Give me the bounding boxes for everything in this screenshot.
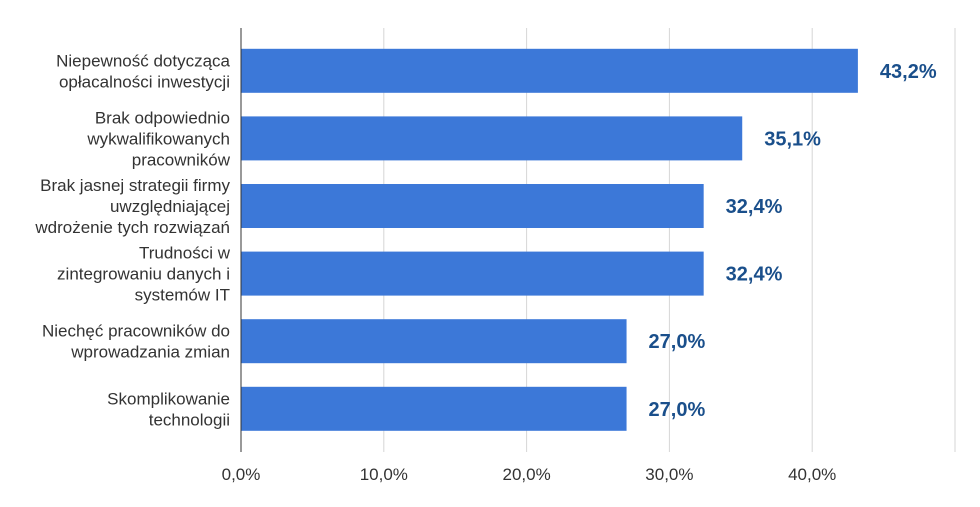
grid-lines — [383, 28, 956, 452]
category-label-line: zintegrowaniu danych i — [57, 265, 230, 284]
data-label: 32,4% — [726, 264, 783, 286]
bar — [241, 184, 704, 228]
category-label-line: technologii — [149, 410, 230, 429]
category-label-line: pracowników — [132, 150, 231, 169]
category-label-line: Trudności w — [139, 244, 231, 263]
bar — [241, 386, 627, 431]
data-label: 27,0% — [649, 331, 706, 353]
data-label: 43,2% — [880, 61, 937, 83]
category-label: Trudności w zintegrowaniu danych i systemó… — [57, 244, 231, 305]
category-label-line: systemów IT — [135, 286, 230, 305]
category-label-line: wprowadzania zmian — [70, 343, 230, 362]
category-label: Niechęć pracowników do wprowadzania zmian — [42, 322, 230, 362]
x-tick-label: 10,0% — [360, 465, 408, 484]
data-label: 35,1% — [764, 128, 821, 150]
category-label-line: wdrożenie tych rozwiązań — [34, 218, 230, 237]
bar — [241, 319, 627, 364]
x-tick-label: 0,0% — [222, 465, 261, 484]
labels: 0,0% 10,0% 20,0% 30,0% 40,0% Niepewność dotyc… — [34, 51, 936, 484]
category-label: Brak jasnej strategii firmy uwzględniając… — [34, 176, 230, 237]
data-label: 32,4% — [726, 196, 783, 218]
data-label: 27,0% — [649, 399, 706, 421]
category-label: Skomplikowanie technologii — [107, 389, 230, 429]
category-label-line: Niechęć pracowników do — [42, 322, 230, 341]
bar — [241, 116, 743, 161]
category-label-line: Brak jasnej strategii firmy — [40, 176, 230, 195]
category-label-line: opłacalności inwestycji — [59, 72, 230, 91]
x-tick-label: 20,0% — [502, 465, 550, 484]
bar — [241, 251, 704, 296]
category-label: Brak odpowiednio wykwalifikowanych pracown… — [86, 108, 230, 169]
category-label-line: wykwalifikowanych — [86, 129, 230, 148]
category-label-line: Brak odpowiednio — [95, 108, 230, 127]
category-label-line: Skomplikowanie — [107, 389, 230, 408]
category-label-line: uwzględniającej — [110, 197, 230, 216]
x-tick-label: 40,0% — [788, 465, 836, 484]
bar — [241, 48, 858, 93]
x-tick-label: 30,0% — [645, 465, 693, 484]
category-label-line: Niepewność dotycząca — [56, 51, 230, 70]
category-label: Niepewność dotycząca opłacalności inwesty… — [56, 51, 230, 91]
bars — [241, 48, 858, 431]
